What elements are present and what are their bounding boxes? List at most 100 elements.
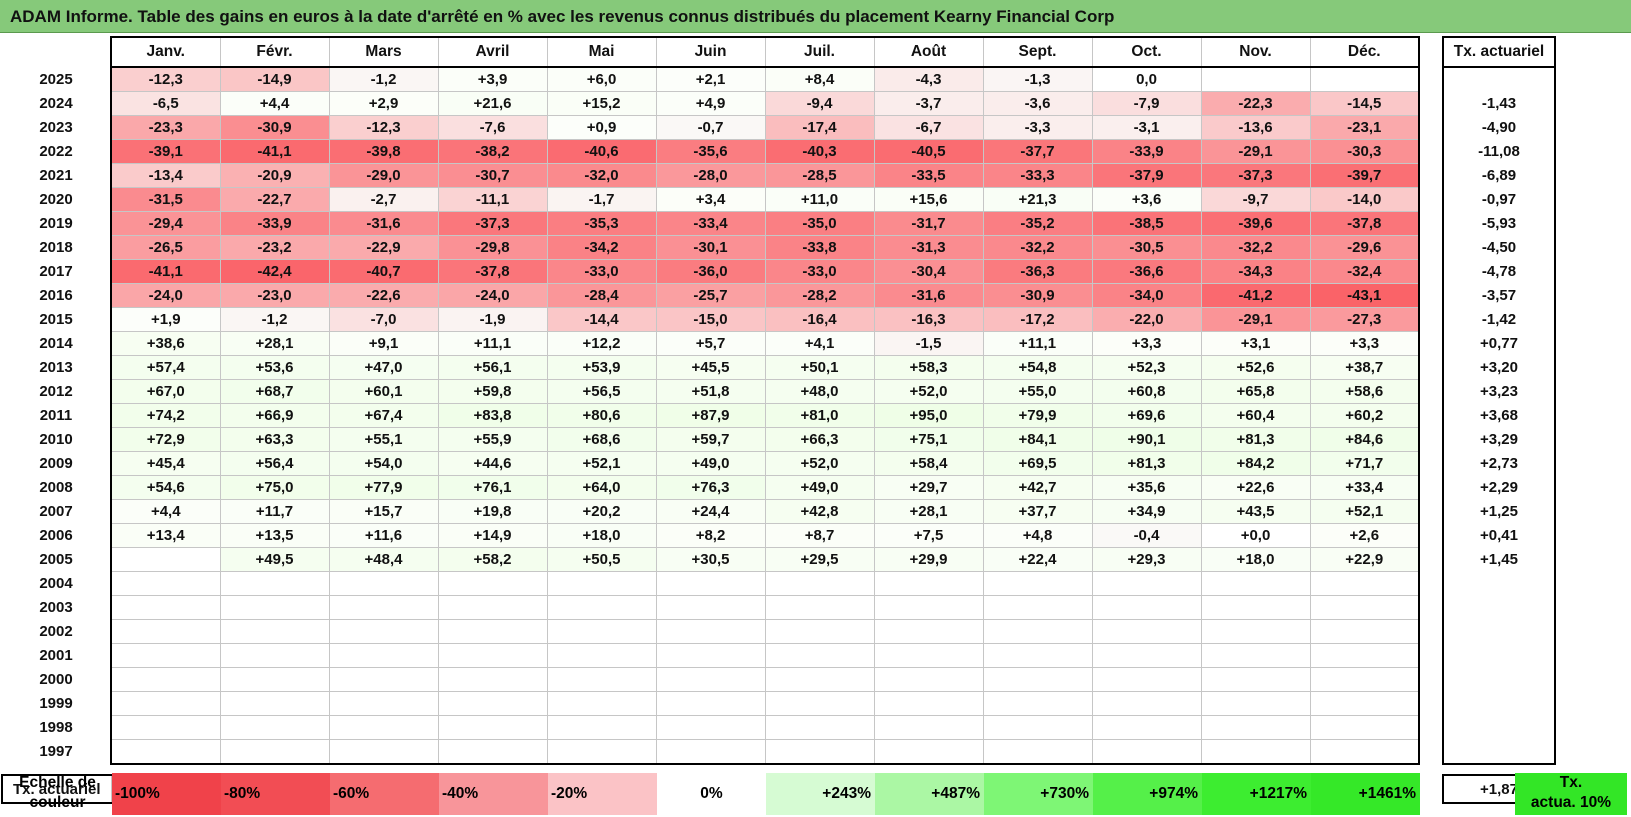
gain-cell: -41,2 [1200,283,1311,308]
gain-cell: -16,4 [764,307,875,332]
gain-cell [873,571,984,596]
gain-cell: +29,7 [873,475,984,500]
year-label: 2025 [39,70,73,88]
gain-cell: +0,0 [1200,523,1311,548]
scale-swatch: -80% [221,773,330,815]
gain-cell: +67,0 [110,379,221,404]
gain-cell: -22,6 [328,283,439,308]
year-label: 2016 [39,287,73,304]
gain-cell: +11,6 [328,523,439,548]
reference-rate-line1: Tx. [1559,774,1583,791]
table-row: 2019 -29,4 -33,9 -31,6 -37,3 -35,3 -33,4 -35,0-… [2,211,1556,236]
gain-cell: -4,3 [873,66,984,92]
gain-cell: +3,1 [1200,331,1311,356]
gain-cell [982,667,1093,692]
annual-rate-cell: +3,20 [1442,355,1556,380]
gain-cell: -9,7 [1200,187,1311,212]
year-label: 2023 [39,119,73,136]
year-label: 2001 [39,647,73,664]
gain-cell: -39,6 [1200,211,1311,236]
year-label: 2006 [39,527,73,544]
gain-cell: +68,7 [219,379,330,404]
gain-cell [328,667,439,692]
summary-gap [1419,775,1443,803]
gain-cell: +43,5 [1200,499,1311,524]
gain-cell [764,691,875,716]
gain-cell [1309,739,1420,765]
gain-cell: -41,1 [110,259,221,284]
gain-cell: +29,9 [873,547,984,572]
gain-cell [328,571,439,596]
gain-cell [328,739,439,765]
gain-cell: +22,6 [1200,475,1311,500]
table-row: 2020 -31,5 -22,7 -2,7 -11,1 -1,7 +3,4 +11,0 +15,… [2,187,1556,212]
gain-cell [546,667,657,692]
year-label: 2011 [39,407,73,424]
annual-rate-cell: +2,29 [1442,475,1556,500]
scale-swatch: 0% [657,773,766,815]
gain-cell: -37,7 [982,139,1093,164]
gain-cell: -40,3 [764,139,875,164]
month-header: Juin [655,36,766,68]
gain-cell: +50,5 [546,547,657,572]
gain-cell: -41,1 [219,139,330,164]
gain-cell [110,691,221,716]
gain-cell [982,643,1093,668]
annual-rate-cell: -4,50 [1442,235,1556,260]
gains-table: Janv. Févr. Mars Avril Mai Juin Juil. Août Sept.… [1,36,1556,804]
gain-cell: +76,1 [437,475,548,500]
gain-cell [655,715,766,740]
gain-cell [1200,619,1311,644]
scale-swatch: -60% [330,773,439,815]
gain-cell: +49,5 [219,547,330,572]
row-gap [1419,211,1443,236]
row-gap [1419,451,1443,476]
year-label: 2020 [39,191,73,208]
gain-cell [437,739,548,765]
gain-cell: -3,1 [1091,115,1202,140]
gain-cell: -33,3 [982,163,1093,188]
gain-cell [110,643,221,668]
year-label: 2014 [39,335,73,352]
year-label: 2004 [39,575,73,592]
gain-cell: +58,3 [873,355,984,380]
gain-cell: +6,0 [546,66,657,92]
gain-cell: +3,6 [1091,187,1202,212]
table-row: 2024 -6,5 +4,4 +2,9 +21,6 +15,2 +4,9 -9,4 -3,7 -3… [2,91,1556,116]
gain-cell: +52,1 [546,451,657,476]
scale-swatch: +1217% [1202,773,1311,815]
gain-cell: -33,0 [546,259,657,284]
gain-cell: -11,1 [437,187,548,212]
table-row: 2017 -41,1 -42,4 -40,7 -37,8 -33,0 -36,0 -33,0-… [2,259,1556,284]
gain-cell: +60,4 [1200,403,1311,428]
annual-rate-cell: +3,29 [1442,427,1556,452]
gain-cell [873,691,984,716]
year-label: 2003 [39,599,73,616]
gain-cell: +11,1 [982,331,1093,356]
table-row: 2022 -39,1 -41,1 -39,8 -38,2 -40,6 -35,6 -40,3-… [2,139,1556,164]
gain-cell: +65,8 [1200,379,1311,404]
gain-cell: -39,8 [328,139,439,164]
gain-cell: -29,4 [110,211,221,236]
gain-cell [1091,571,1202,596]
row-gap [1419,427,1443,452]
annual-rate-cell: -6,89 [1442,163,1556,188]
gain-cell: -7,9 [1091,91,1202,116]
gain-cell: +53,6 [219,355,330,380]
gain-cell: -1,3 [982,66,1093,92]
table-row: 2011 +74,2 +66,9 +67,4 +83,8 +80,6 +87,9 +81,0 +… [2,403,1556,428]
gain-cell: +66,9 [219,403,330,428]
gain-cell: -37,9 [1091,163,1202,188]
gain-cell: -9,4 [764,91,875,116]
gain-cell [1309,667,1420,692]
gain-cell: -40,5 [873,139,984,164]
gain-cell [655,595,766,620]
gain-cell: +52,6 [1200,355,1311,380]
summary-label: Tx. actuariel [1,774,112,804]
gain-cell: +28,1 [219,331,330,356]
scale-swatch: -40% [439,773,548,815]
gain-cell: +38,6 [110,331,221,356]
gain-cell: -37,3 [437,211,548,236]
month-header: Févr. [219,36,330,68]
gain-cell: +4,4 [110,499,221,524]
